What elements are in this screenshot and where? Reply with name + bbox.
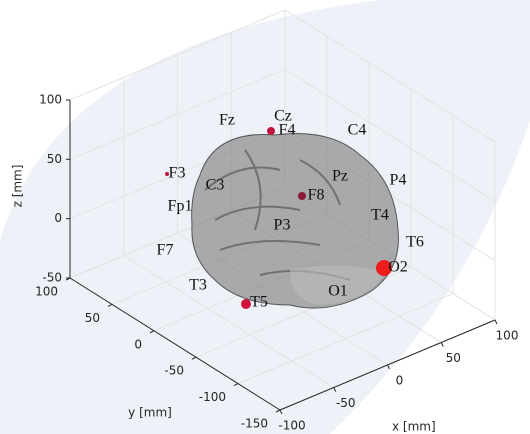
y-tick-label: 50 — [85, 311, 100, 325]
electrode-label: P3 — [274, 217, 291, 234]
x-tick — [495, 320, 497, 324]
z-tick-label: -50 — [42, 271, 62, 285]
x-tick-label: 100 — [496, 329, 519, 343]
electrode-label: T5 — [250, 294, 268, 311]
electrode-label: Pz — [332, 168, 348, 185]
y-tick-label: -150 — [241, 417, 268, 431]
electrode-label: T4 — [371, 207, 389, 224]
x-axis-label: x [mm] — [392, 420, 436, 434]
electrode-label: Fz — [219, 112, 235, 129]
x-tick-label: 50 — [446, 351, 461, 365]
electrode-label: Fp1 — [168, 198, 193, 215]
electrode-label: F7 — [157, 242, 174, 259]
y-axis-label: y [mm] — [128, 406, 172, 420]
electrode-label: P4 — [390, 172, 407, 189]
x-tick-label: -100 — [278, 419, 305, 433]
z-tick-label: 0 — [54, 211, 62, 225]
electrode-label: F8 — [308, 187, 325, 204]
electrode-label: T3 — [189, 277, 207, 294]
z-axis-label: z [mm] — [11, 165, 25, 208]
electrode-label: F3 — [169, 165, 186, 182]
y-tick-label: 100 — [35, 285, 58, 299]
x-tick — [441, 343, 443, 347]
electrode-marker — [298, 192, 306, 200]
y-tick-label: -100 — [199, 390, 226, 404]
z-tick-label: 50 — [47, 152, 62, 166]
chart: FzCzF4C4F3C3PzP4Fp1F8P3T4F7T6O2T3T5O1 x … — [0, 0, 530, 434]
y-tick-label: 0 — [134, 337, 142, 351]
electrode-label: O2 — [388, 259, 408, 276]
electrode-marker — [267, 127, 275, 135]
x-tick-label: 0 — [396, 374, 404, 388]
y-tick-label: -50 — [164, 364, 184, 378]
z-tick-label: 100 — [39, 92, 62, 106]
electrode-label: O1 — [328, 283, 348, 300]
electrode-label: T6 — [406, 234, 424, 251]
electrode-label: C3 — [206, 177, 225, 194]
x-tick-label: -50 — [336, 396, 356, 410]
electrode-label: C4 — [348, 122, 367, 139]
electrode-label: F4 — [279, 122, 296, 139]
